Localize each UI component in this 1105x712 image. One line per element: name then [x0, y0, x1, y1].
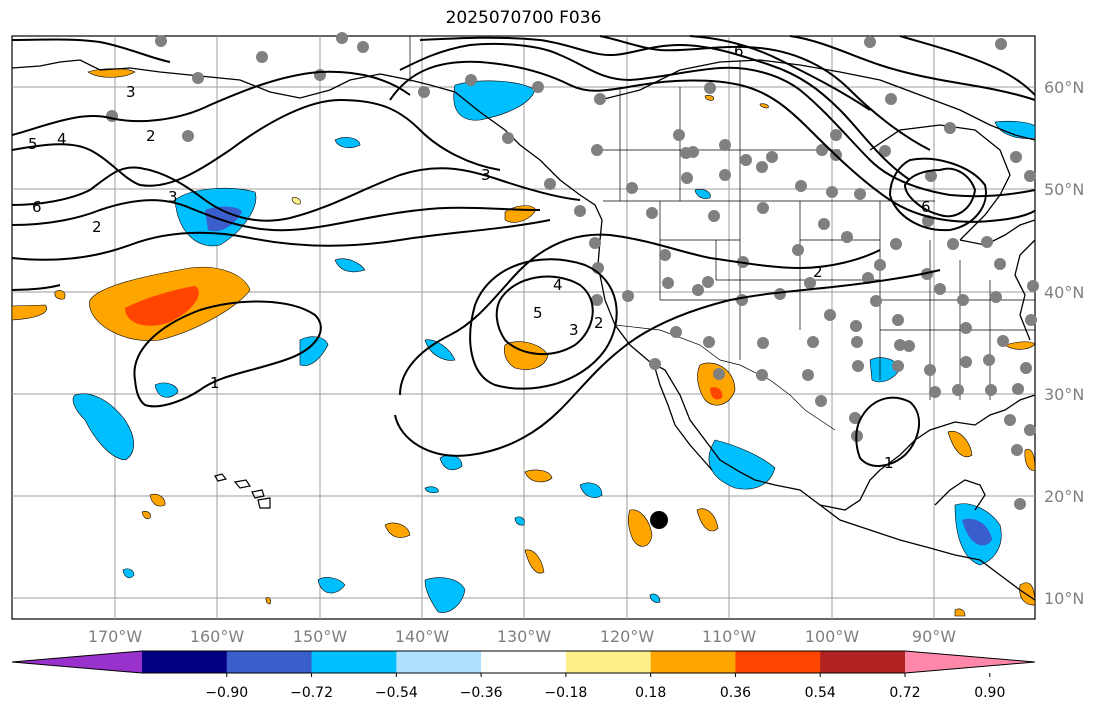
contour-label: 2 [594, 314, 604, 332]
contour-label: 4 [553, 276, 563, 294]
colorbar-tick-label: −0.72 [290, 685, 333, 701]
political-borders [409, 36, 1035, 431]
station-dots [106, 32, 1039, 510]
colorbar-segment [142, 651, 228, 673]
contour-label: 2 [813, 263, 823, 281]
colorbar-segment [735, 651, 821, 673]
contour-label: 6 [32, 198, 42, 216]
contour-label: 5 [28, 135, 38, 153]
latitude-labels: 60°N 50°N 40°N 30°N 20°N 10°N [1044, 78, 1084, 608]
colorbar-segment [226, 651, 313, 673]
colorbar-tick-label: 0.54 [805, 685, 836, 701]
contour-label: 2 [92, 218, 102, 236]
lon-label: 130°W [497, 627, 552, 646]
colorbar-segment [311, 651, 397, 673]
colorbar: −0.90 −0.72 −0.54 −0.36 −0.18 0.18 0.36 0.54 0.7… [11, 650, 1036, 701]
contour-label: 3 [569, 321, 579, 339]
gridlines [12, 36, 1035, 619]
colorbar-tick-label: −0.54 [375, 685, 418, 701]
longitude-labels: 170°W 160°W 150°W 140°W 130°W 120°W 110°… [88, 627, 956, 646]
colorbar-tick-label: 0.90 [974, 685, 1005, 701]
colorbar-segment [396, 651, 482, 673]
colorbar-tick-label: 0.36 [720, 685, 751, 701]
lat-label: 30°N [1044, 385, 1084, 404]
colorbar-outline [11, 650, 1036, 674]
colorbar-segment [481, 651, 567, 673]
lon-label: 160°W [190, 627, 245, 646]
contour-label: 3 [126, 83, 136, 101]
lon-label: 120°W [600, 627, 655, 646]
lon-label: 90°W [912, 627, 956, 646]
contour-label: 4 [57, 130, 67, 148]
colorbar-extend-min [12, 651, 142, 673]
lat-label: 50°N [1044, 180, 1084, 199]
map-panel: 1 1 2 2 2 3 3 3 4 4 5 5 6 6 6 3 2 [11, 32, 1039, 620]
shaded-anomalies [11, 68, 1036, 617]
lon-label: 170°W [88, 627, 143, 646]
colorbar-tick-label: −0.90 [205, 685, 248, 701]
contour-label: 3 [168, 188, 178, 206]
contour-label: 3 [481, 166, 491, 184]
strong-positive-anomaly-area [125, 286, 199, 326]
contour-label: 5 [533, 304, 543, 322]
colorbar-segment [820, 651, 906, 673]
hawaii-islands [214, 473, 271, 509]
colorbar-tick-label: 0.72 [889, 685, 920, 701]
lat-label: 10°N [1044, 589, 1084, 608]
contour-label: 1 [210, 374, 220, 392]
contour-label: 2 [146, 127, 156, 145]
colorbar-tick-label: 0.18 [635, 685, 666, 701]
colorbar-segment [650, 651, 736, 673]
height-contours [11, 35, 1036, 467]
colorbar-tick-label: −0.18 [544, 685, 587, 701]
lon-label: 110°W [702, 627, 757, 646]
lon-label: 150°W [293, 627, 348, 646]
contour-label: 6 [921, 198, 931, 216]
lon-label: 140°W [395, 627, 450, 646]
contour-label: 6 [734, 42, 744, 60]
colorbar-tick-label: −0.36 [460, 685, 503, 701]
contour-labels: 1 1 2 2 2 3 3 3 4 4 5 5 6 6 6 3 2 [28, 42, 931, 472]
contour-label: 1 [884, 454, 894, 472]
lat-label: 40°N [1044, 283, 1084, 302]
map-title: 2025070700 F036 [445, 8, 602, 28]
lat-label: 60°N [1044, 78, 1084, 97]
lon-label: 100°W [805, 627, 860, 646]
black-dot-marker [650, 511, 668, 529]
colorbar-segment [565, 651, 652, 673]
lat-label: 20°N [1044, 487, 1084, 506]
colorbar-extend-max [905, 651, 1035, 673]
